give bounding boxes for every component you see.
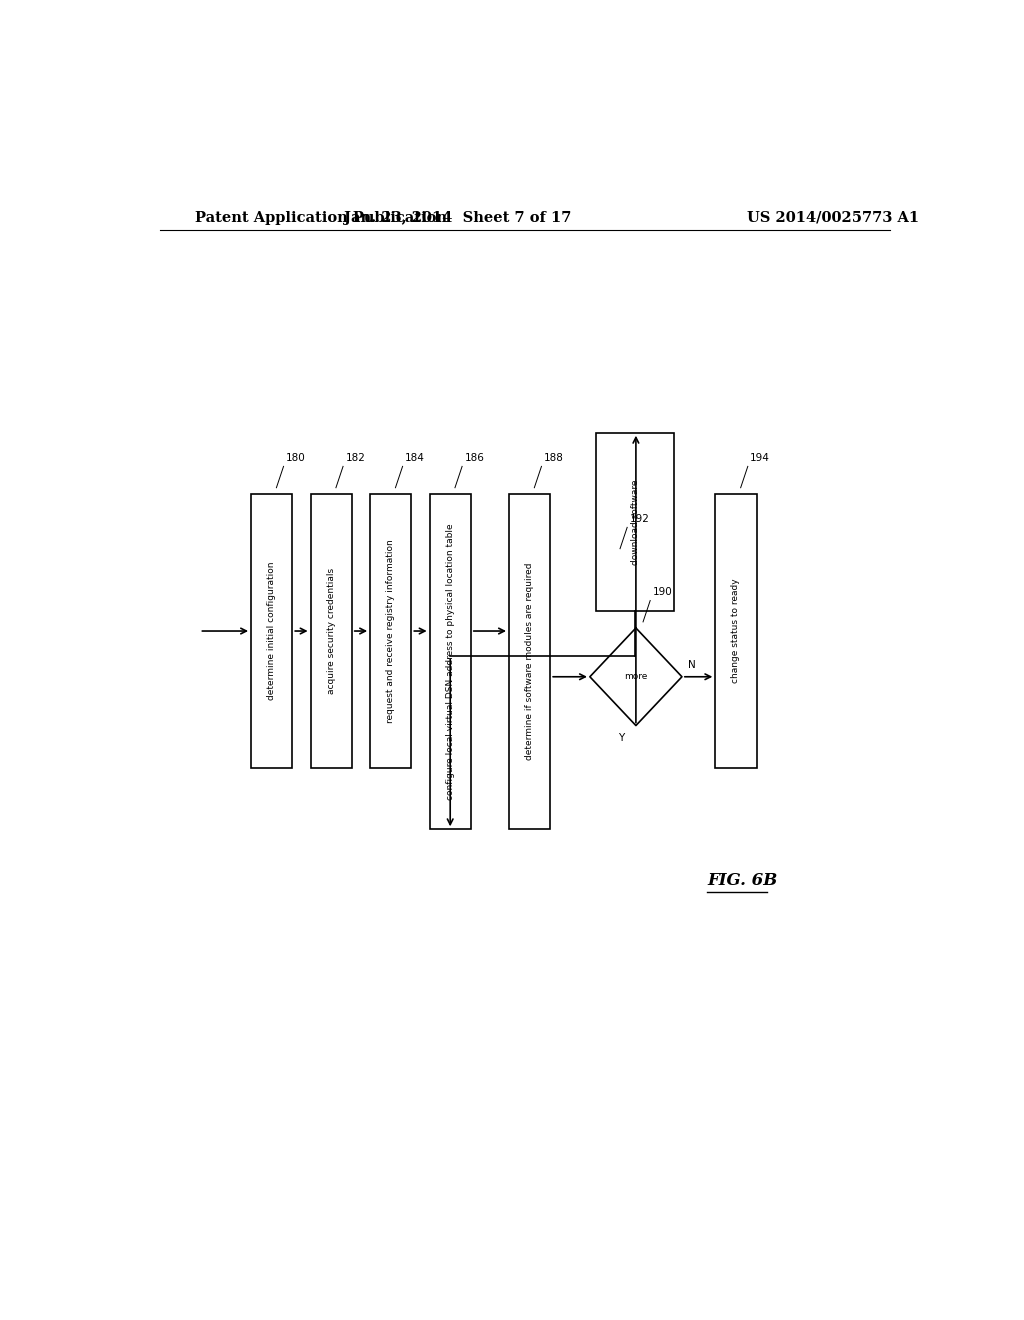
Text: Patent Application Publication: Patent Application Publication (196, 211, 447, 224)
Text: request and receive registry information: request and receive registry information (386, 539, 395, 723)
Text: Y: Y (618, 733, 625, 743)
Bar (310, 494, 352, 768)
Bar (715, 494, 757, 768)
Bar (430, 494, 471, 829)
Text: N: N (687, 660, 695, 669)
Bar (370, 494, 412, 768)
Text: change status to ready: change status to ready (731, 578, 740, 684)
Text: determine if software modules are required: determine if software modules are requir… (525, 562, 535, 760)
Text: 188: 188 (544, 453, 564, 463)
Bar (596, 433, 674, 611)
Text: US 2014/0025773 A1: US 2014/0025773 A1 (748, 211, 920, 224)
Text: acquire security credentials: acquire security credentials (327, 568, 336, 694)
Text: configure local virtual DSN address to physical location table: configure local virtual DSN address to p… (445, 523, 455, 800)
Text: determine initial configuration: determine initial configuration (267, 562, 276, 701)
Text: 190: 190 (652, 587, 673, 598)
Text: 184: 184 (404, 453, 425, 463)
Text: 192: 192 (630, 515, 649, 524)
Text: 182: 182 (345, 453, 366, 463)
Bar (251, 494, 292, 768)
Bar (509, 494, 550, 829)
Text: 180: 180 (286, 453, 306, 463)
Text: FIG. 6B: FIG. 6B (708, 871, 777, 888)
Text: download software: download software (631, 479, 640, 565)
Text: 194: 194 (751, 453, 770, 463)
Text: Jan. 23, 2014  Sheet 7 of 17: Jan. 23, 2014 Sheet 7 of 17 (344, 211, 571, 224)
Text: more: more (625, 672, 647, 681)
Text: 186: 186 (465, 453, 484, 463)
